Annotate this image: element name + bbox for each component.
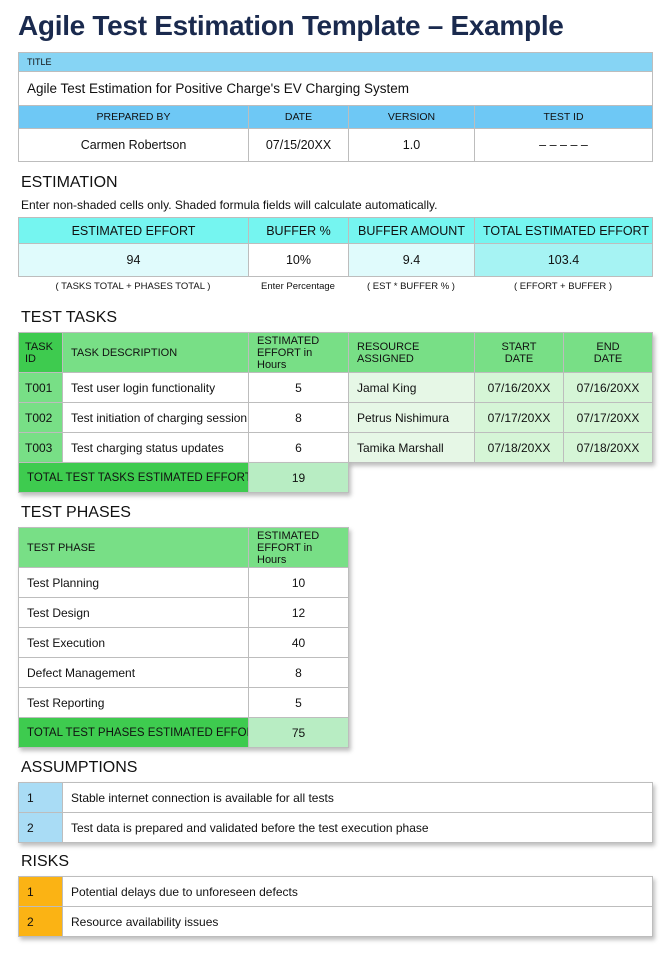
risks-table: 1 Potential delays due to unforeseen defe… bbox=[18, 876, 653, 937]
list-item: 1 Stable internet connection is available… bbox=[18, 782, 653, 813]
phase-effort[interactable]: 12 bbox=[248, 597, 349, 628]
table-row: Test Reporting 5 bbox=[18, 687, 349, 718]
task-id[interactable]: T002 bbox=[18, 402, 63, 433]
task-end-date[interactable]: 07/18/20XX bbox=[563, 432, 653, 463]
assumption-number: 1 bbox=[18, 782, 63, 813]
test-tasks-heading: TEST TASKS bbox=[21, 309, 118, 326]
test-phases-heading: TEST PHASES bbox=[21, 504, 131, 521]
test-phases-table: TEST PHASE ESTIMATED EFFORT in Hours Tes… bbox=[18, 527, 349, 748]
task-resource[interactable]: Tamika Marshall bbox=[348, 432, 475, 463]
assumptions-table: 1 Stable internet connection is available… bbox=[18, 782, 653, 843]
end-date-header: END DATE bbox=[563, 332, 653, 373]
risk-text[interactable]: Resource availability issues bbox=[62, 906, 653, 937]
risk-number: 2 bbox=[18, 906, 63, 937]
task-end-date[interactable]: 07/16/20XX bbox=[563, 372, 653, 403]
phase-name[interactable]: Test Reporting bbox=[18, 687, 249, 718]
assumption-text[interactable]: Test data is prepared and validated befo… bbox=[62, 812, 653, 843]
estimation-heading: ESTIMATION bbox=[21, 174, 118, 191]
task-description[interactable]: Test charging status updates bbox=[62, 432, 249, 463]
phases-total-value: 75 bbox=[248, 717, 349, 748]
list-item: 1 Potential delays due to unforeseen defe… bbox=[18, 876, 653, 907]
phase-name[interactable]: Defect Management bbox=[18, 657, 249, 688]
phase-effort-header: ESTIMATED EFFORT in Hours bbox=[248, 527, 349, 568]
phase-name[interactable]: Test Planning bbox=[18, 567, 249, 598]
test-phase-header: TEST PHASE bbox=[18, 527, 249, 568]
risk-text[interactable]: Potential delays due to unforeseen defec… bbox=[62, 876, 653, 907]
task-id[interactable]: T003 bbox=[18, 432, 63, 463]
task-resource[interactable]: Petrus Nishimura bbox=[348, 402, 475, 433]
test-id-header: TEST ID bbox=[473, 105, 654, 129]
assumption-number: 2 bbox=[18, 812, 63, 843]
date-value[interactable]: 07/15/20XX bbox=[248, 128, 349, 162]
buffer-amount-value: 9.4 bbox=[348, 243, 475, 277]
test-tasks-table: TASK ID TASK DESCRIPTION ESTIMATED EFFOR… bbox=[18, 332, 653, 463]
task-effort[interactable]: 5 bbox=[248, 372, 349, 403]
tasks-total-value: 19 bbox=[248, 462, 349, 493]
resource-header: RESOURCE ASSIGNED bbox=[348, 332, 475, 373]
task-id-header: TASK ID bbox=[18, 332, 63, 373]
note-total-effort: ( EFFORT + BUFFER ) bbox=[513, 281, 613, 292]
total-estimated-effort-header: TOTAL ESTIMATED EFFORT bbox=[474, 217, 653, 244]
estimation-instructions: Enter non-shaded cells only. Shaded form… bbox=[21, 198, 438, 212]
version-header: VERSION bbox=[348, 105, 475, 129]
assumptions-heading: ASSUMPTIONS bbox=[21, 759, 138, 776]
tasks-total: TOTAL TEST TASKS ESTIMATED EFFORT 19 bbox=[18, 462, 349, 493]
buffer-percent-input[interactable]: 10% bbox=[248, 243, 349, 277]
phase-name[interactable]: Test Execution bbox=[18, 627, 249, 658]
total-estimated-effort-value: 103.4 bbox=[474, 243, 653, 277]
table-row: Defect Management 8 bbox=[18, 657, 349, 688]
estimated-effort-header: ESTIMATED EFFORT bbox=[18, 217, 249, 244]
assumption-text[interactable]: Stable internet connection is available … bbox=[62, 782, 653, 813]
page-title: Agile Test Estimation Template – Example bbox=[18, 10, 564, 41]
table-row: Test Design 12 bbox=[18, 597, 349, 628]
phase-effort[interactable]: 5 bbox=[248, 687, 349, 718]
note-buffer-amount: ( EST * BUFFER % ) bbox=[367, 281, 455, 292]
task-start-date[interactable]: 07/17/20XX bbox=[474, 402, 564, 433]
tasks-total-label: TOTAL TEST TASKS ESTIMATED EFFORT bbox=[18, 462, 249, 493]
phase-effort[interactable]: 40 bbox=[248, 627, 349, 658]
task-description[interactable]: Test initiation of charging session bbox=[62, 402, 249, 433]
risk-number: 1 bbox=[18, 876, 63, 907]
note-estimated-effort: ( TASKS TOTAL + PHASES TOTAL ) bbox=[55, 281, 211, 292]
list-item: 2 Resource availability issues bbox=[18, 906, 653, 937]
estimated-effort-value: 94 bbox=[18, 243, 249, 277]
task-start-date[interactable]: 07/18/20XX bbox=[474, 432, 564, 463]
header-table: TITLE Agile Test Estimation for Positive… bbox=[17, 52, 654, 162]
risks-heading: RISKS bbox=[21, 853, 70, 870]
phases-total-label: TOTAL TEST PHASES ESTIMATED EFFORT bbox=[18, 717, 249, 748]
task-effort[interactable]: 8 bbox=[248, 402, 349, 433]
task-end-date[interactable]: 07/17/20XX bbox=[563, 402, 653, 433]
list-item: 2 Test data is prepared and validated bef… bbox=[18, 812, 653, 843]
task-effort[interactable]: 6 bbox=[248, 432, 349, 463]
version-value[interactable]: 1.0 bbox=[348, 128, 475, 162]
estimated-effort-header: ESTIMATED EFFORT in Hours bbox=[248, 332, 349, 373]
table-row: T002 Test initiation of charging session… bbox=[18, 402, 653, 433]
task-start-date[interactable]: 07/16/20XX bbox=[474, 372, 564, 403]
buffer-amount-header: BUFFER AMOUNT bbox=[348, 217, 475, 244]
start-date-header: START DATE bbox=[474, 332, 564, 373]
task-description-header: TASK DESCRIPTION bbox=[62, 332, 249, 373]
estimation-table: ESTIMATED EFFORT BUFFER % BUFFER AMOUNT … bbox=[18, 217, 653, 277]
note-buffer-percent: Enter Percentage bbox=[261, 281, 335, 292]
prepared-by-header: PREPARED BY bbox=[18, 105, 249, 129]
task-description[interactable]: Test user login functionality bbox=[62, 372, 249, 403]
date-header: DATE bbox=[248, 105, 349, 129]
task-id[interactable]: T001 bbox=[18, 372, 63, 403]
phase-effort[interactable]: 8 bbox=[248, 657, 349, 688]
buffer-percent-header: BUFFER % bbox=[248, 217, 349, 244]
table-row: T003 Test charging status updates 6 Tami… bbox=[18, 432, 653, 463]
title-value[interactable]: Agile Test Estimation for Positive Charg… bbox=[17, 71, 654, 106]
table-row: T001 Test user login functionality 5 Jam… bbox=[18, 372, 653, 403]
task-resource[interactable]: Jamal King bbox=[348, 372, 475, 403]
table-row: Test Planning 10 bbox=[18, 567, 349, 598]
phase-effort[interactable]: 10 bbox=[248, 567, 349, 598]
prepared-by-value[interactable]: Carmen Robertson bbox=[18, 128, 249, 162]
phase-name[interactable]: Test Design bbox=[18, 597, 249, 628]
title-label: TITLE bbox=[17, 52, 654, 72]
table-row: Test Execution 40 bbox=[18, 627, 349, 658]
test-id-value[interactable]: – – – – – bbox=[473, 128, 654, 162]
